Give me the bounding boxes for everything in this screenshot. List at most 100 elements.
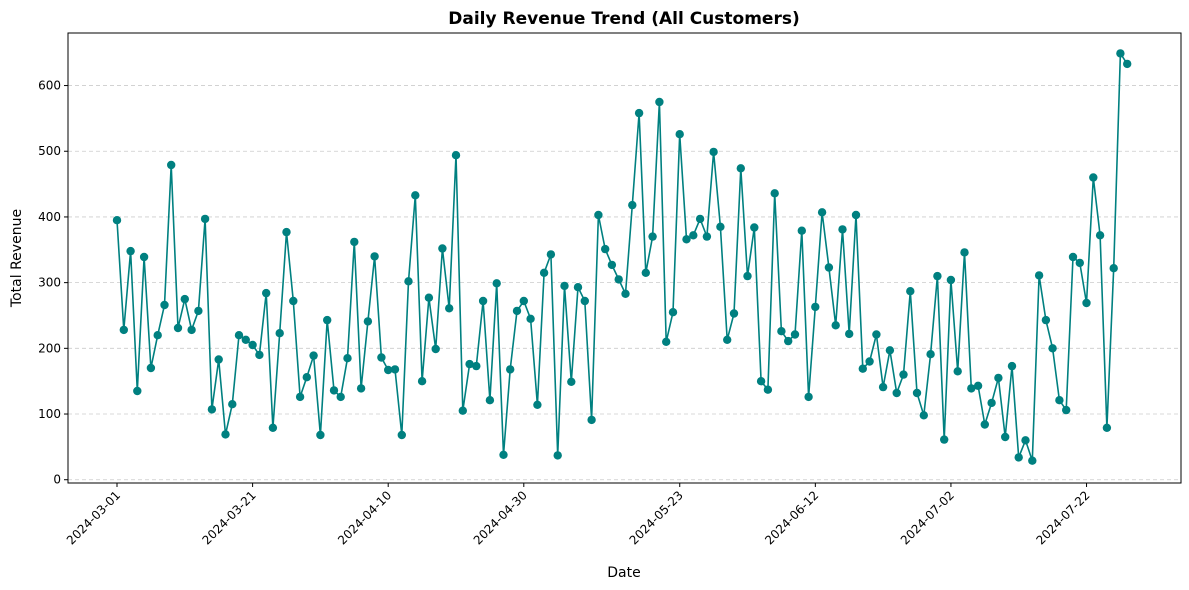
data-point: [451, 151, 461, 160]
data-point: [492, 279, 501, 288]
data-point: [1116, 49, 1125, 58]
data-point: [804, 392, 813, 402]
data-point: [119, 325, 128, 335]
data-point: [458, 406, 467, 415]
data-point: [702, 232, 712, 241]
data-point: [316, 430, 325, 440]
data-point: [465, 359, 474, 369]
data-point: [872, 330, 881, 339]
data-point: [1048, 344, 1057, 353]
chart-title: Daily Revenue Trend (All Customers): [448, 9, 799, 29]
data-point: [336, 392, 345, 402]
data-point: [363, 317, 373, 326]
data-point: [160, 300, 169, 310]
data-point: [275, 329, 284, 338]
data-point: [478, 296, 488, 306]
data-point: [1055, 396, 1064, 405]
data-point: [228, 400, 237, 409]
y-tick-label: 300: [38, 276, 61, 290]
data-point: [885, 346, 895, 355]
series-line: [116, 52, 1128, 462]
x-tick-label: 2024-05-23: [627, 488, 686, 547]
series-layer: [112, 49, 1132, 465]
data-point: [892, 388, 901, 398]
data-point: [628, 200, 637, 210]
data-point: [207, 405, 217, 414]
data-point: [1041, 315, 1051, 325]
data-point: [946, 275, 956, 285]
x-tick-label: 2024-03-21: [200, 488, 259, 547]
data-point: [519, 296, 528, 306]
data-point: [851, 210, 861, 220]
data-point: [424, 293, 434, 302]
data-point: [485, 396, 495, 405]
data-point: [906, 287, 915, 296]
data-point: [797, 226, 806, 235]
data-point: [689, 231, 698, 240]
data-point: [329, 386, 339, 395]
data-point: [167, 160, 176, 170]
data-point: [1109, 264, 1118, 273]
data-point: [567, 377, 576, 386]
data-point: [133, 386, 142, 396]
data-point: [390, 365, 400, 374]
data-point: [112, 216, 122, 225]
x-tick-label: 2024-04-10: [335, 488, 394, 547]
y-tick-label: 400: [38, 210, 61, 224]
x-tick-label: 2024-03-01: [64, 488, 123, 547]
data-point: [912, 388, 922, 398]
data-point: [940, 435, 949, 444]
data-point: [824, 263, 834, 272]
data-point: [641, 268, 650, 277]
data-point: [817, 208, 827, 217]
data-point: [953, 367, 962, 376]
data-point: [139, 252, 149, 262]
data-point: [960, 248, 969, 257]
data-point: [980, 420, 989, 429]
data-point: [1123, 59, 1132, 69]
data-point: [743, 271, 752, 281]
data-point: [370, 252, 379, 261]
y-tick-label: 0: [53, 473, 61, 487]
data-point: [763, 385, 773, 394]
data-point: [695, 214, 705, 224]
x-tick-label: 2024-06-12: [762, 488, 821, 547]
data-point: [1028, 456, 1037, 465]
x-tick-label: 2024-07-02: [898, 488, 957, 547]
data-point: [526, 314, 535, 323]
data-point: [472, 361, 481, 371]
data-point: [770, 189, 779, 198]
data-point: [1102, 423, 1112, 432]
data-point: [831, 321, 840, 330]
y-axis-label: Total Revenue: [9, 209, 25, 308]
data-point: [716, 222, 725, 231]
data-point: [926, 350, 935, 359]
data-point: [234, 331, 244, 340]
data-point: [438, 244, 447, 253]
data-point: [1095, 231, 1105, 240]
data-point: [1068, 252, 1078, 262]
data-point: [878, 382, 888, 392]
data-point: [655, 97, 664, 107]
data-point: [445, 304, 454, 313]
data-point: [580, 296, 589, 306]
data-point: [838, 225, 847, 234]
data-point: [323, 315, 332, 325]
data-point: [153, 331, 162, 340]
data-point: [268, 423, 278, 432]
data-point: [709, 147, 718, 157]
data-point: [967, 384, 976, 393]
data-point: [729, 309, 739, 318]
data-point: [621, 289, 630, 298]
data-point: [255, 350, 264, 360]
data-point: [1062, 405, 1071, 415]
data-point: [302, 373, 311, 382]
data-point: [309, 351, 318, 360]
data-point: [262, 288, 271, 298]
data-point: [295, 392, 305, 402]
data-point: [723, 335, 732, 344]
data-point: [1014, 453, 1023, 462]
data-point: [973, 381, 983, 390]
data-point: [343, 354, 352, 363]
